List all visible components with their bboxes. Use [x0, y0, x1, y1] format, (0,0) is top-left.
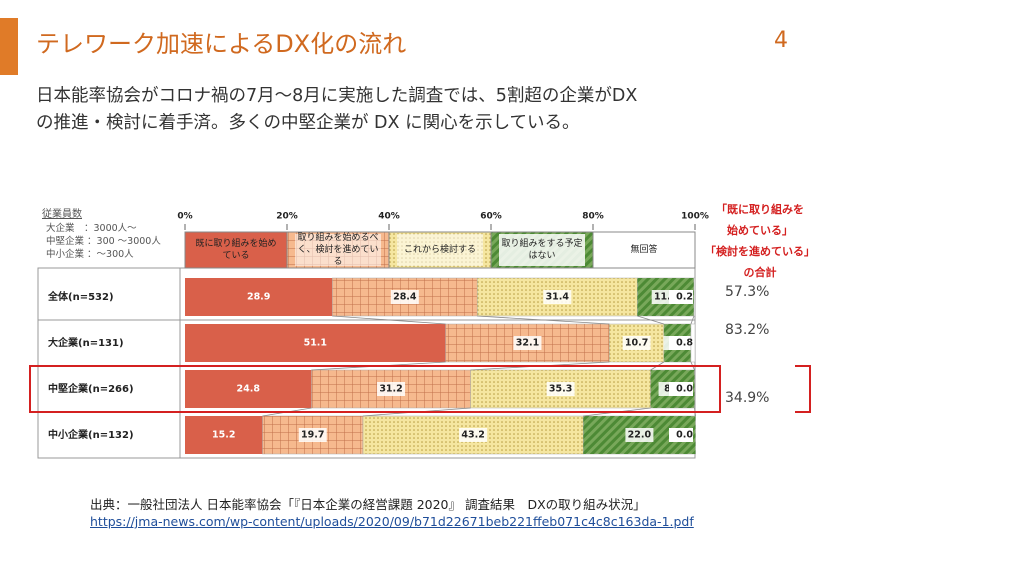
value-label-bg [459, 428, 488, 442]
totals-heading: の合計 [743, 266, 777, 279]
total-value: 83.2% [725, 322, 770, 338]
value-label: 51.1 [304, 338, 327, 349]
value-label: 11.1 [654, 292, 677, 303]
legend-label: 無回答 [601, 234, 687, 266]
category-label: 大企業(n=131) [48, 336, 124, 349]
value-label-bg [625, 428, 654, 442]
connector [332, 315, 446, 325]
page-number: 4 [774, 28, 788, 53]
value-label: 0.8 [676, 338, 693, 349]
body-line: 日本能率協会がコロナ禍の7月～8月に実施した調査では、5割超の企業がDX [36, 86, 638, 106]
value-label: 19.7 [301, 430, 324, 441]
value-label: 32.1 [516, 338, 539, 349]
value-label-bg [301, 336, 330, 350]
employees-line: 中小企業 ：～300人 [46, 249, 134, 260]
value-label: 31.4 [546, 292, 570, 303]
value-label: 0.0 [676, 384, 693, 395]
bar-segment [690, 323, 696, 363]
legend-label: 既に取り組みを始めている [195, 239, 277, 261]
value-label-bg [546, 382, 575, 396]
source: 出典：一般社団法人 日本能率協会「『日本企業の経営課題 2020』 調査結果 D… [90, 497, 646, 512]
x-tick-label: 0% [177, 212, 192, 222]
employees-heading: 従業員数 [42, 209, 82, 220]
last-bg [669, 336, 693, 350]
last-bg [669, 290, 693, 304]
value-label: 24.8 [237, 384, 261, 395]
value-label: 28.4 [393, 292, 417, 303]
employees-line: 大企業 ：3000人～ [46, 223, 137, 234]
totals-heading: 始めている」 [727, 224, 793, 237]
x-tick-label: 80% [582, 212, 604, 222]
value-label: 10.7 [625, 338, 648, 349]
value-label-bg [298, 428, 327, 442]
value-label: 15.2 [212, 430, 235, 441]
bar-segment [693, 277, 696, 317]
value-label-bg [234, 382, 263, 396]
value-label: 22.0 [628, 430, 652, 441]
legend-swatch [184, 231, 288, 269]
x-tick-label: 40% [378, 212, 400, 222]
x-tick-label: 100% [681, 212, 709, 222]
category-label: 全体(n=532) [47, 290, 114, 303]
connector [477, 315, 610, 325]
value-label-bg [209, 428, 238, 442]
value-label-bg [244, 290, 273, 304]
value-label-bg [377, 382, 406, 396]
accent-bar [0, 18, 18, 75]
value-label: 28.9 [247, 292, 270, 303]
connector [690, 315, 695, 325]
totals-heading: 「既に取り組みを [716, 203, 804, 216]
connector [637, 315, 665, 325]
x-tick-label: 20% [276, 212, 298, 222]
highlight-box [29, 365, 721, 413]
source-link[interactable]: https://jma-news.com/wp-content/uploads/… [90, 514, 694, 529]
highlight-bracket [795, 365, 811, 413]
total-value: 57.3% [725, 284, 770, 300]
category-label: 中小企業(n=132) [48, 428, 134, 441]
value-label: 35.3 [549, 384, 572, 395]
employees-line: 中堅企業 ：300 ～3000人 [46, 236, 161, 247]
total-value: 34.9% [725, 390, 770, 406]
x-tick-label: 60% [480, 212, 502, 222]
totals-heading: 「検討を進めている」 [705, 245, 815, 258]
value-label: 43.2 [461, 430, 484, 441]
value-label-bg [622, 336, 651, 350]
value-label-bg [543, 290, 572, 304]
legend-label: 取り組みをする予定はない [499, 234, 585, 266]
legend-label: 取り組みを始めるべく、検討を進めている [295, 233, 381, 267]
value-label: 0.2 [676, 292, 693, 303]
category-label: 中堅企業(n=266) [48, 382, 134, 395]
value-label: 0.0 [676, 430, 693, 441]
value-label-bg [390, 290, 419, 304]
legend-label: これから検討する [397, 234, 483, 266]
body-line: の推進・検討に着手済。多くの中堅企業が DX に関心を示している。 [36, 113, 580, 133]
value-label-bg [513, 336, 542, 350]
last-bg [669, 428, 693, 442]
value-label: 31.2 [379, 384, 402, 395]
slide-title: テレワーク加速によるDX化の流れ [36, 30, 407, 58]
last-bg [669, 382, 693, 396]
